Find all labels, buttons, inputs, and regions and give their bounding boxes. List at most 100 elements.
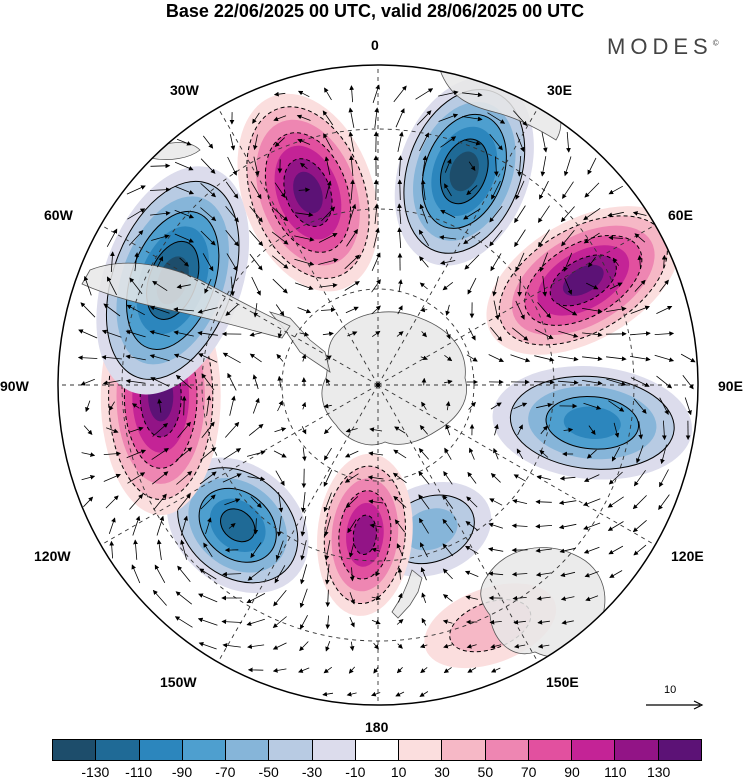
wind-vector [200, 230, 216, 246]
wind-vector [109, 540, 115, 559]
wind-vector [202, 253, 214, 272]
wind-vector [539, 449, 549, 458]
wind-vector [205, 517, 212, 535]
wind-vector [173, 307, 195, 312]
wind-vector [394, 519, 406, 533]
wind-vector [561, 230, 575, 247]
wind-vector [583, 474, 600, 482]
wind-vector [203, 542, 213, 558]
wind-vector [514, 205, 526, 224]
wind-vector [397, 179, 403, 201]
wind-vector [444, 183, 452, 197]
wind-vector [222, 571, 242, 577]
meridian-line [100, 224, 379, 386]
wind-vector [177, 565, 191, 583]
wind-vector [515, 132, 525, 153]
wind-vector [537, 205, 550, 223]
wind-vector [200, 494, 216, 510]
wind-vectors [77, 84, 696, 697]
wind-vector [156, 515, 165, 536]
wind-vector [249, 332, 262, 337]
wind-vector [200, 183, 216, 198]
wind-vector [201, 373, 215, 391]
wind-vector [324, 355, 332, 361]
wind-vector [350, 179, 355, 201]
wind-vector [442, 281, 454, 291]
anomaly-center-positive [237, 93, 379, 292]
meridian-line [377, 384, 539, 663]
wind-vector [394, 426, 406, 434]
wind-vector [606, 306, 627, 312]
wind-vector [444, 447, 452, 460]
wind-vector [346, 691, 357, 697]
wind-vector [661, 420, 667, 441]
wind-vector [444, 158, 452, 173]
wind-vector [588, 425, 596, 436]
wind-vector [322, 331, 334, 337]
lon-label-60w: 60W [44, 207, 73, 223]
wind-vector [444, 354, 453, 362]
anomaly-center-positive [486, 206, 681, 355]
wind-vector [583, 522, 601, 530]
wind-vector [632, 211, 647, 216]
wind-vector [297, 90, 310, 98]
wind-vector [368, 499, 384, 504]
wind-vector [276, 353, 284, 362]
wind-vector [272, 668, 287, 673]
wind-vector [80, 302, 96, 318]
wind-vector [630, 377, 650, 387]
lon-label-150e: 150E [546, 674, 579, 690]
wind-vector [253, 156, 260, 177]
wind-vector [682, 375, 694, 390]
wind-vector [587, 157, 597, 175]
wind-vector [322, 691, 334, 697]
wind-vector [294, 282, 314, 291]
wind-vector [173, 330, 194, 337]
wind-vector [633, 398, 647, 414]
colorbar-tick-label: 10 [390, 764, 407, 780]
wind-vector [373, 227, 380, 248]
wind-vector [227, 372, 237, 391]
wind-vector [250, 542, 262, 559]
wind-vector [440, 136, 457, 148]
wind-vector [654, 331, 675, 337]
colorbar-swatch [485, 740, 529, 760]
wind-vector [517, 155, 522, 177]
wind-vector [419, 424, 429, 435]
wind-vector [538, 229, 550, 248]
wind-vector [200, 207, 217, 222]
wind-vector [559, 304, 578, 316]
anomaly-center-negative [166, 457, 309, 594]
lon-label-180: 180 [365, 719, 389, 735]
wind-vector [347, 519, 357, 534]
wind-vector [517, 424, 523, 436]
wind-vector [323, 426, 332, 435]
wind-vector [110, 251, 115, 273]
wind-vector [81, 452, 96, 457]
wind-vector [492, 276, 499, 297]
anomaly-contour-line [264, 132, 352, 253]
wind-vector [201, 421, 215, 439]
wind-vector [249, 205, 263, 223]
meridian-line [377, 224, 656, 386]
wind-vector [489, 619, 502, 625]
wind-vector [418, 517, 429, 534]
meridian-line [377, 384, 656, 546]
map-border [57, 64, 699, 706]
wind-vector [608, 235, 623, 241]
wind-vector [371, 595, 381, 601]
wind-vector [487, 112, 506, 124]
wind-vector [348, 666, 356, 674]
wind-vector [397, 203, 402, 225]
wind-vector [371, 547, 381, 553]
wind-vector [368, 451, 384, 456]
wind-vector [418, 229, 430, 247]
wind-vector [659, 279, 669, 292]
wind-vector [630, 305, 650, 314]
wind-vector [349, 592, 355, 605]
wind-vector [276, 516, 282, 537]
wind-vector [566, 131, 571, 153]
wind-vector [514, 643, 526, 649]
wind-vector [443, 667, 452, 674]
